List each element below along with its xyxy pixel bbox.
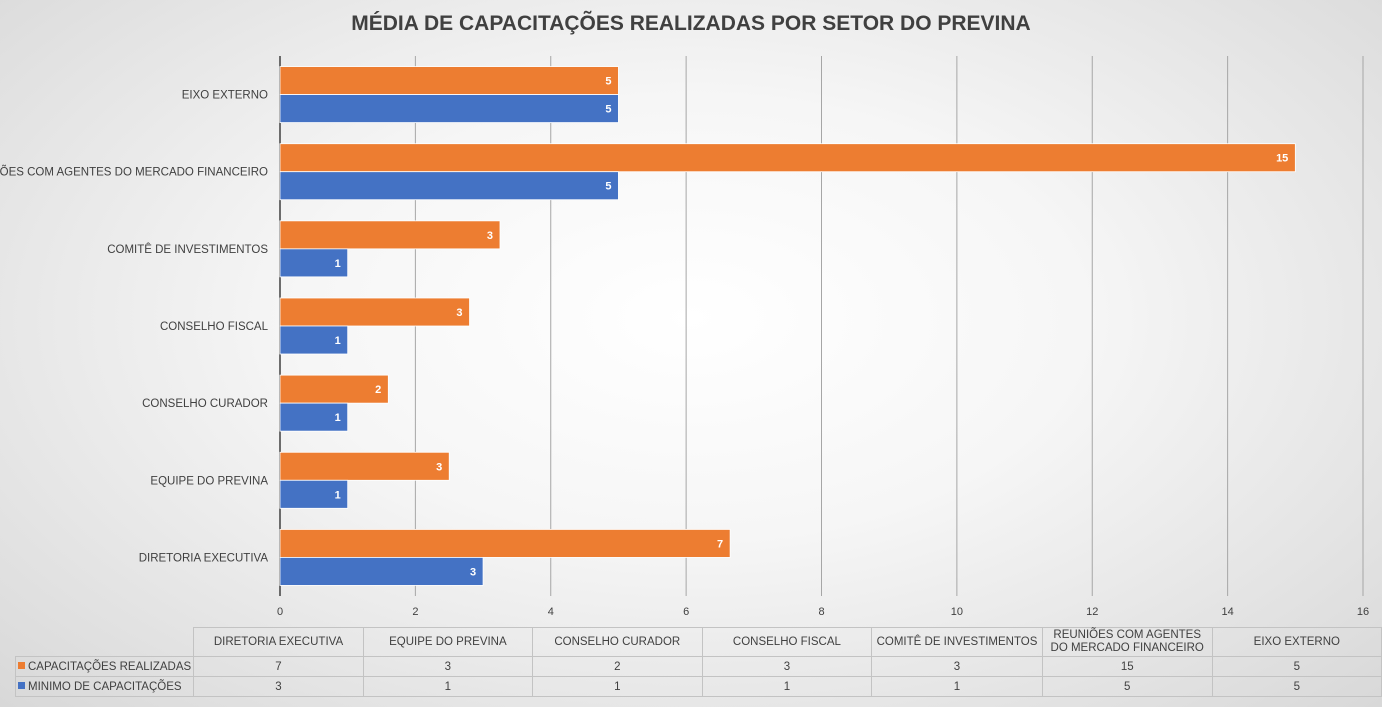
- data-table-header-cell: REUNIÕES COM AGENTES DO MERCADO FINANCEI…: [1041, 627, 1213, 657]
- bar: [279, 479, 349, 509]
- x-tick-label: 0: [277, 606, 283, 618]
- data-table-cell: 15: [1041, 656, 1213, 677]
- bar: [279, 557, 484, 586]
- data-table-cell: 5: [1041, 676, 1213, 697]
- data-label: 5: [605, 181, 611, 193]
- legend-label: MINIMO DE CAPACITAÇÕES: [28, 680, 182, 693]
- bar: [279, 374, 389, 404]
- legend-swatch: [18, 661, 25, 669]
- data-table-cell: 3: [701, 656, 873, 677]
- legend-entry: CAPACITAÇÕES REALIZADAS: [14, 656, 195, 677]
- data-table-header-cell: CONSELHO FISCAL: [701, 627, 873, 657]
- data-label: 5: [605, 76, 611, 88]
- data-label: 3: [436, 461, 442, 473]
- category-label: REUNIÕES COM AGENTES DO MERCADO FINANCEI…: [0, 166, 268, 179]
- data-table-cell: 3: [193, 676, 364, 697]
- data-table-header-cell: EIXO EXTERNO: [1211, 627, 1382, 657]
- category-label: EIXO EXTERNO: [182, 90, 268, 102]
- data-label: 1: [335, 335, 341, 347]
- data-table-cell: 7: [193, 656, 364, 677]
- bar: [279, 171, 619, 201]
- data-table-cell: 1: [362, 676, 533, 697]
- x-tick-label: 12: [1086, 606, 1098, 618]
- x-tick-label: 14: [1222, 606, 1234, 618]
- x-tick-label: 10: [951, 606, 963, 618]
- category-label: CONSELHO CURADOR: [142, 398, 268, 410]
- data-table-header-cell: COMITÊ DE INVESTIMENTOS: [871, 627, 1043, 657]
- x-tick-label: 8: [818, 606, 824, 618]
- bar: [279, 66, 619, 95]
- data-table-cell: 5: [1211, 676, 1382, 697]
- x-tick-label: 4: [548, 606, 554, 618]
- data-label: 1: [335, 412, 341, 424]
- data-table-cell: 5: [1211, 656, 1382, 677]
- data-table-row: CAPACITAÇÕES REALIZADAS 7 3 2 3 3 15 5: [14, 656, 1382, 677]
- x-tick-label: 6: [683, 606, 689, 618]
- data-label: 1: [335, 258, 341, 270]
- x-tick-label: 16: [1357, 606, 1369, 618]
- bar: [279, 143, 1296, 173]
- bar: [279, 94, 619, 123]
- legend-label: CAPACITAÇÕES REALIZADAS: [28, 660, 192, 673]
- data-table: DIRETORIA EXECUTIVA EQUIPE DO PREVINA CONS…: [14, 627, 1382, 697]
- data-table-header-cell: CONSELHO CURADOR: [531, 627, 703, 657]
- category-label: EQUIPE DO PREVINA: [150, 475, 268, 487]
- category-label: DIRETORIA EXECUTIVA: [139, 552, 269, 564]
- data-table-cell: 1: [701, 676, 873, 697]
- data-label: 15: [1276, 153, 1288, 165]
- data-table-header-cell: EQUIPE DO PREVINA: [362, 627, 533, 657]
- data-table-cell: 1: [871, 676, 1043, 697]
- bar: [279, 297, 470, 327]
- data-label: 7: [717, 538, 723, 550]
- data-table-header-cell: DIRETORIA EXECUTIVA: [193, 627, 364, 657]
- data-table-header-row: DIRETORIA EXECUTIVA EQUIPE DO PREVINA CONS…: [15, 627, 1382, 657]
- data-label: 3: [470, 566, 476, 578]
- bar: [279, 248, 349, 278]
- bars: [279, 66, 1296, 586]
- x-tick-label: 2: [412, 606, 418, 618]
- bar: [279, 220, 501, 250]
- category-label: CONSELHO FISCAL: [160, 321, 269, 333]
- data-table-corner: [15, 627, 195, 657]
- data-label: 3: [456, 307, 462, 319]
- data-label: 2: [375, 384, 381, 396]
- legend-swatch: [18, 681, 25, 689]
- data-table-cell: 3: [362, 656, 533, 677]
- data-label: 1: [335, 489, 341, 501]
- bar: [279, 529, 731, 558]
- data-table-cell: 1: [531, 676, 703, 697]
- data-table-row: MINIMO DE CAPACITAÇÕES 3 1 1 1 1 5 5: [14, 676, 1382, 697]
- data-label: 3: [487, 230, 493, 242]
- data-table-cell: 2: [531, 656, 703, 677]
- category-label: COMITÊ DE INVESTIMENTOS: [107, 243, 268, 256]
- chart-title: MÉDIA DE CAPACITAÇÕES REALIZADAS POR SET…: [351, 12, 1031, 35]
- data-table-cell: 3: [871, 656, 1043, 677]
- legend-entry: MINIMO DE CAPACITAÇÕES: [14, 676, 195, 697]
- data-label: 5: [605, 104, 611, 116]
- bar: [279, 402, 349, 432]
- bar: [279, 451, 450, 481]
- bar: [279, 325, 349, 355]
